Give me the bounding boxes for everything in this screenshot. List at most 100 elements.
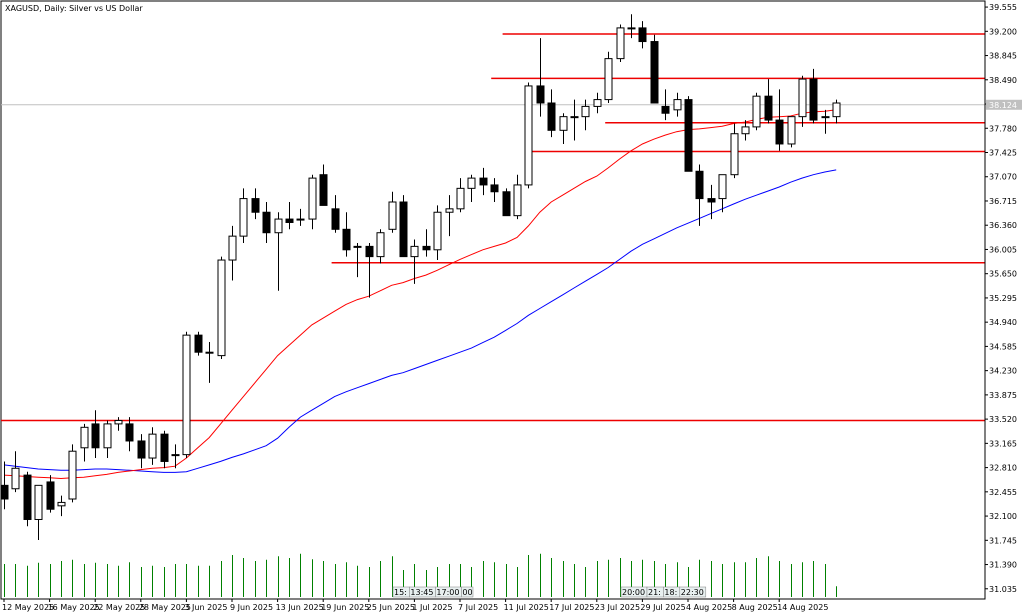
- candle-body-10: [114, 419, 123, 425]
- time-markers: 15: 13:45 17:00 00 20:00 21: 18: 22:30: [392, 586, 707, 598]
- candle-body-35: [399, 201, 408, 258]
- candle-64: [730, 123, 739, 179]
- y-tick-label-3: 38.490: [989, 76, 1017, 85]
- candle-30: [342, 212, 351, 257]
- candle-60: [684, 96, 693, 172]
- time-marker-1: 20:00 21: 18: 22:30: [620, 586, 707, 598]
- candle-61: [695, 164, 704, 226]
- y-tick-label-23: 31.390: [989, 561, 1017, 570]
- candle-24: [274, 212, 283, 291]
- candle-body-45: [513, 184, 522, 217]
- y-tick-label-18: 33.165: [989, 439, 1017, 448]
- price-axis: 39.55539.20038.84538.49038.13537.78037.4…: [984, 1, 1022, 599]
- y-tick-label-5: 37.780: [989, 124, 1017, 133]
- candle-70: [798, 75, 807, 127]
- candle-body-32: [365, 245, 374, 258]
- x-tick-label-16: 8 Aug 2025: [732, 603, 778, 612]
- candle-5: [57, 495, 66, 517]
- candle-body-38: [433, 211, 442, 251]
- candle-body-12: [137, 440, 146, 459]
- y-tick-label-20: 32.455: [989, 488, 1017, 497]
- y-tick-label-10: 36.005: [989, 245, 1017, 254]
- candle-body-23: [262, 211, 271, 234]
- candle-12: [137, 434, 146, 469]
- candle-58: [661, 89, 670, 121]
- candle-36: [410, 239, 419, 284]
- candle-55: [627, 14, 636, 39]
- y-tick-label-8: 36.715: [989, 197, 1017, 206]
- support-resistance-levels: [1, 33, 985, 422]
- candle-37: [422, 229, 431, 257]
- y-tick-label-14: 34.585: [989, 342, 1017, 351]
- candle-body-73: [832, 102, 841, 118]
- candle-body-66: [752, 95, 761, 128]
- candle-body-64: [730, 133, 739, 176]
- current-price-tag: 38.124: [986, 99, 1022, 110]
- candle-body-9: [103, 423, 112, 449]
- time-marker-label-0-0: 15:: [394, 588, 407, 597]
- candle-50: [570, 99, 579, 141]
- candle-body-58: [661, 105, 670, 114]
- candle-body-60: [684, 99, 693, 172]
- candle-body-71: [809, 78, 818, 121]
- y-tick-label-16: 33.875: [989, 391, 1017, 400]
- candle-body-3: [34, 484, 43, 520]
- candle-32: [365, 242, 374, 298]
- candle-body-37: [422, 245, 431, 251]
- y-tick-label-0: 39.555: [989, 3, 1017, 12]
- y-tick-label-21: 32.100: [989, 512, 1017, 521]
- candle-body-24: [274, 218, 283, 234]
- candle-body-17: [194, 334, 203, 353]
- candle-body-44: [502, 191, 511, 217]
- time-marker-label-0-2: 17:00: [436, 588, 459, 597]
- candle-15: [171, 444, 180, 469]
- candle-body-33: [376, 232, 385, 258]
- candle-body-34: [388, 201, 397, 230]
- candle-body-48: [547, 102, 556, 131]
- candle-body-15: [171, 454, 180, 457]
- candle-body-29: [331, 208, 340, 230]
- y-tick-label-19: 32.810: [989, 464, 1017, 473]
- candle-body-6: [68, 450, 77, 500]
- time-marker-label-1-0: 20:00: [622, 588, 645, 597]
- x-tick-label-1: 16 May 2025: [48, 603, 100, 612]
- x-tick-label-11: 11 Jul 2025: [504, 603, 549, 612]
- candle-body-41: [467, 177, 476, 189]
- candle-48: [547, 89, 556, 138]
- x-tick-label-10: 7 Jul 2025: [458, 603, 498, 612]
- y-tick-label-15: 34.230: [989, 367, 1017, 376]
- y-tick-label-22: 31.745: [989, 536, 1017, 545]
- candle-46: [524, 82, 533, 189]
- x-tick-label-9: 1 Jul 2025: [412, 603, 452, 612]
- candle-body-70: [798, 78, 807, 118]
- candle-body-65: [741, 126, 750, 135]
- candle-body-16: [182, 334, 191, 456]
- candle-49: [559, 113, 568, 144]
- candle-33: [376, 229, 385, 264]
- x-tick-label-4: 3 Jun 2025: [184, 603, 227, 612]
- candle-54: [616, 24, 625, 63]
- candle-body-54: [616, 27, 625, 60]
- candle-body-68: [775, 119, 784, 145]
- candle-body-22: [251, 198, 260, 213]
- x-tick-label-14: 29 Jul 2025: [640, 603, 685, 612]
- candle-body-21: [239, 198, 248, 237]
- y-tick-label-17: 33.520: [989, 415, 1017, 424]
- chart-title: XAGUSD, Daily: Silver vs US Dollar: [5, 4, 143, 13]
- y-tick-label-7: 37.070: [989, 173, 1017, 182]
- plot-frame: [0, 0, 986, 600]
- candle-body-4: [46, 481, 55, 510]
- candle-body-42: [479, 177, 488, 186]
- candle-66: [752, 92, 761, 131]
- candle-31: [353, 242, 362, 278]
- candle-body-51: [581, 105, 590, 118]
- candle-62: [707, 184, 716, 220]
- time-marker-box-0-3: [461, 586, 474, 598]
- candle-body-8: [91, 423, 100, 449]
- candle-71: [809, 68, 818, 124]
- candle-1: [11, 451, 20, 493]
- candle-body-56: [638, 27, 647, 43]
- candle-body-13: [148, 433, 157, 459]
- candle-59: [673, 92, 682, 117]
